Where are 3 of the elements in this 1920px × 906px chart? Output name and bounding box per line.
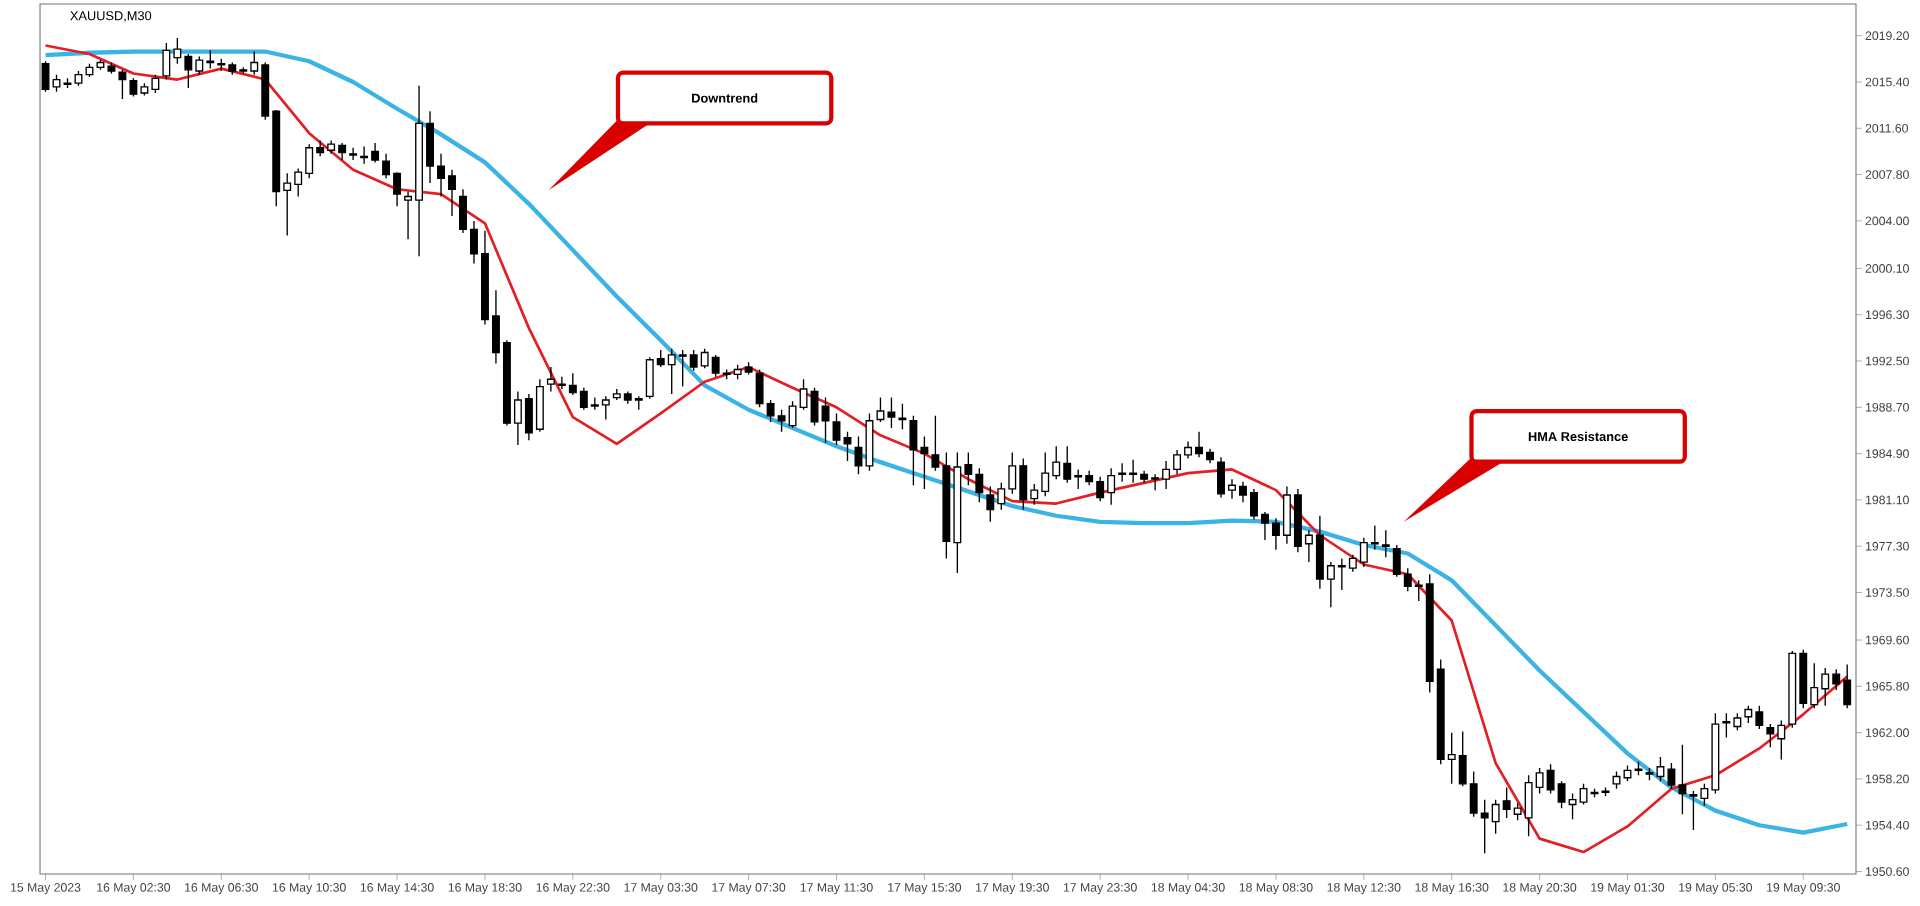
candlestick xyxy=(1381,529,1390,558)
candlestick xyxy=(1601,786,1610,797)
candlestick xyxy=(349,147,358,161)
